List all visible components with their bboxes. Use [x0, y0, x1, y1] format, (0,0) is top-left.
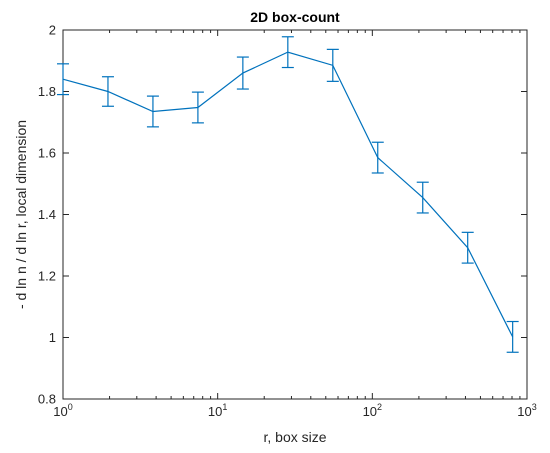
y-tick-label: 1.8 [38, 84, 56, 99]
plot-area [62, 29, 528, 400]
y-axis-label: - d ln n / d ln r, local dimension [13, 120, 29, 309]
series-layer [57, 36, 519, 353]
y-tick-label: 2 [49, 23, 56, 38]
error-bar [371, 141, 384, 174]
error-bar [281, 36, 294, 69]
error-bar [146, 95, 159, 128]
error-bar [326, 48, 339, 82]
error-bar [461, 231, 474, 264]
y-tick-label: 1.6 [38, 146, 56, 161]
ticks-layer: 100 101 102 103 0.8 1 1.2 1.4 1.6 1.8 2 [38, 23, 537, 420]
y-tick-label: 1.2 [38, 269, 56, 284]
error-bar [506, 320, 519, 353]
x-tick-label: 100 [53, 402, 72, 419]
x-tick-label: 101 [208, 402, 227, 419]
x-tick-label: 103 [517, 402, 536, 419]
error-bar [57, 63, 69, 96]
error-bar [191, 91, 204, 124]
y-tick-label: 1.4 [38, 207, 56, 222]
error-bar [236, 56, 249, 90]
x-axis-label: r, box size [263, 429, 326, 445]
y-tick-label: 0.8 [38, 392, 56, 407]
error-bar [416, 181, 429, 214]
x-tick-label: 102 [363, 402, 382, 419]
error-bar [101, 76, 114, 107]
chart-title: 2D box-count [250, 9, 340, 25]
y-tick-label: 1 [49, 330, 56, 345]
